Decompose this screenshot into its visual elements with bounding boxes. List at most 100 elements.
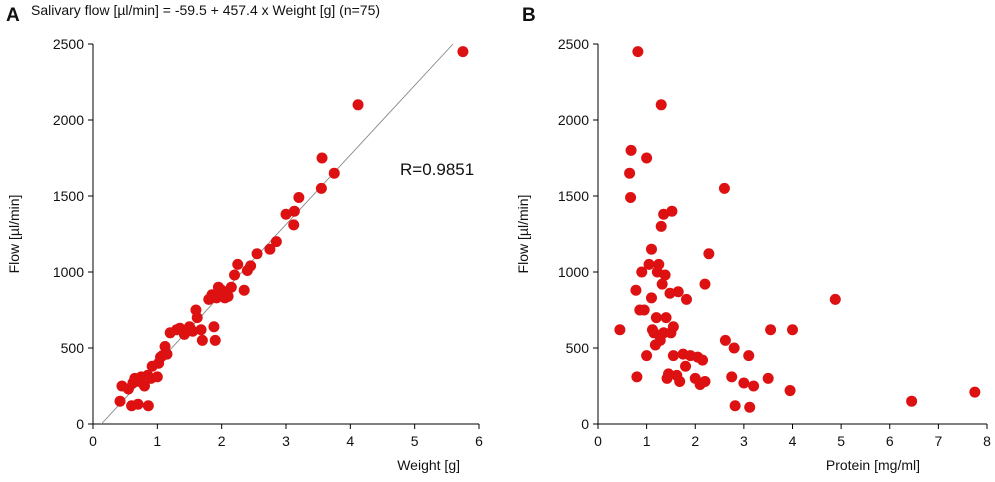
- chart-a-x-tick-label: 0: [89, 433, 97, 449]
- chart-a-plot: 0 500 1000 1500 2000 2500 0 1 2 3 4 5 6 Weight [g] Flo…: [6, 36, 483, 473]
- chart-b-data-point: [729, 400, 741, 412]
- chart-b-data-point: [697, 354, 709, 366]
- chart-b-data-point: [645, 292, 657, 304]
- chart-b-data-point: [660, 312, 672, 324]
- chart-a-data-point: [315, 182, 327, 194]
- chart-b-y-tick-label: 2500: [558, 36, 589, 52]
- chart-a-data-point: [187, 325, 199, 337]
- chart-b-data-point: [680, 360, 692, 372]
- chart-b-x-tick-label: 6: [886, 433, 894, 449]
- chart-b-data-point: [645, 243, 657, 255]
- chart-a-data-point: [132, 398, 144, 410]
- chart-b-y-tick-label: 2000: [558, 112, 589, 128]
- chart-b-data-point: [699, 375, 711, 387]
- chart-a-data-point: [138, 380, 150, 392]
- panel-b-label: B: [522, 5, 536, 26]
- chart-b-data-point: [636, 266, 648, 278]
- chart-b-data-point: [663, 368, 675, 380]
- chart-b-data-point: [667, 350, 679, 362]
- chart-a-data-point: [195, 324, 207, 336]
- chart-b-data-point: [762, 372, 774, 384]
- chart-b-x-tick-label: 4: [789, 433, 797, 449]
- chart-b-x-tick-label: 7: [934, 433, 942, 449]
- chart-b-data-point: [738, 377, 750, 389]
- chart-b-data-point: [787, 324, 798, 336]
- chart-a-data-point: [352, 99, 364, 111]
- chart-b-data-point: [703, 248, 715, 260]
- chart-b-data-point: [650, 312, 662, 324]
- chart-b-x-tick-label: 0: [594, 433, 602, 449]
- chart-a-data-point: [114, 395, 126, 407]
- chart-a-y-tick-label: 1000: [53, 264, 84, 280]
- chart-a-x-tick-label: 2: [218, 433, 226, 449]
- chart-a-data-point: [328, 167, 340, 179]
- chart-b-data-point: [744, 401, 756, 413]
- chart-b-y-tick-label: 1500: [558, 188, 589, 204]
- chart-b-data-point: [656, 278, 668, 290]
- chart-b-data-point: [728, 342, 740, 354]
- chart-a-x-axis-label: Weight [g]: [397, 457, 460, 473]
- chart-b-data-point: [664, 287, 676, 299]
- chart-b-data-point: [765, 324, 777, 336]
- chart-a-data-point: [288, 205, 300, 217]
- chart-b-data-point: [699, 278, 711, 290]
- chart-b-data-point: [784, 385, 796, 397]
- chart-a-data-point: [191, 312, 203, 324]
- chart-b-x-tick-label: 2: [691, 433, 699, 449]
- chart-a-data-point: [196, 334, 208, 346]
- chart-b-data-point: [638, 304, 650, 316]
- chart-a-y-tick-label: 2000: [53, 112, 84, 128]
- chart-b-data-point: [743, 350, 755, 362]
- chart-b-data-point: [625, 144, 637, 156]
- chart-a-data-point: [245, 260, 257, 272]
- chart-b-data-point: [641, 152, 653, 164]
- chart-a-data-point: [280, 208, 292, 220]
- chart-a-data-point: [161, 348, 173, 360]
- chart-b-plot: 0 500 1000 1500 2000 2500 0 1 2 3 4 5 6 7 8 Protein [mg…: [515, 36, 991, 473]
- chart-b-data-point: [625, 192, 637, 204]
- chart-a-y-tick-label: 2500: [53, 36, 84, 52]
- chart-b-data-point: [674, 375, 686, 387]
- chart-a-y-axis-label: Flow [µl/min]: [6, 195, 22, 274]
- chart-b-x-tick-label: 3: [740, 433, 748, 449]
- chart-b-data-point: [969, 386, 981, 398]
- chart-b-data-point: [719, 334, 731, 346]
- chart-b-data-point: [829, 293, 841, 305]
- chart-b-data-point: [718, 182, 730, 194]
- chart-a-y-tick-label: 0: [76, 416, 84, 432]
- chart-a-data-point: [316, 152, 328, 164]
- chart-a-title: Salivary flow [µl/min] = -59.5 + 457.4 x…: [31, 2, 380, 18]
- chart-b-x-tick-label: 8: [983, 433, 991, 449]
- chart-a-data-point: [232, 258, 244, 270]
- chart-a-data-point: [208, 321, 220, 333]
- chart-b-data-point: [653, 258, 665, 270]
- chart-a-x-tick-label: 1: [153, 433, 161, 449]
- chart-a-data-point: [142, 400, 154, 412]
- chart-b-y-tick-label: 500: [566, 340, 590, 356]
- chart-a-data-point: [288, 219, 300, 231]
- chart-b-x-tick-label: 5: [837, 433, 845, 449]
- chart-b-y-tick-label: 1000: [558, 264, 589, 280]
- chart-a-x-tick-label: 3: [282, 433, 290, 449]
- chart-b-data-point: [632, 46, 644, 58]
- chart-a-data-point: [229, 269, 241, 281]
- chart-b-data-point: [641, 350, 653, 362]
- chart-a-data-point: [209, 334, 221, 346]
- chart-b-data-point: [631, 371, 643, 383]
- chart-a-data-point: [270, 236, 282, 248]
- chart-b-data-point: [726, 371, 738, 383]
- chart-a-y-tick-label: 1500: [53, 188, 84, 204]
- chart-b-data-point: [667, 321, 679, 333]
- chart-b-data-point: [748, 380, 760, 392]
- chart-a-x-tick-label: 5: [411, 433, 419, 449]
- chart-a-annotation: R=0.9851: [400, 160, 474, 179]
- chart-b-data-point: [614, 324, 626, 336]
- chart-a-data-point: [225, 281, 237, 293]
- chart-b-y-axis-label: Flow [µl/min]: [515, 195, 531, 274]
- chart-a-data-point: [264, 243, 276, 255]
- chart-b-data-point: [680, 293, 692, 305]
- chart-a-y-tick-label: 500: [61, 340, 85, 356]
- chart-a-data-point: [238, 284, 250, 296]
- chart-b-x-axis-label: Protein [mg/ml]: [826, 457, 920, 473]
